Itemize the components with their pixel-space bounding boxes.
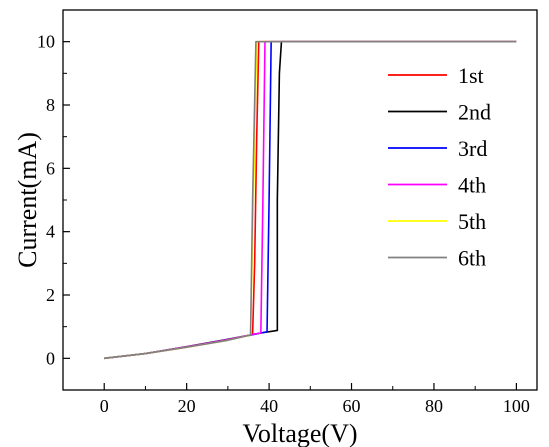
legend-label-6th: 6th (458, 246, 486, 271)
legend-label-3rd: 3rd (458, 136, 487, 161)
x-axis-title: Voltage(V) (242, 419, 357, 447)
series-line-6th (104, 40, 517, 360)
axis-ticks: 0 20 40 60 80 100 0 2 4 6 8 10 (37, 32, 530, 416)
x-tick-label-3: 60 (343, 396, 361, 416)
y-tick-label-3: 6 (46, 158, 55, 178)
legend-label-2nd: 2nd (458, 100, 491, 125)
legend: 1st 2nd 3rd 4th 5th 6th (388, 63, 491, 271)
plot-lines (104, 40, 517, 360)
legend-label-1st: 1st (458, 63, 484, 88)
x-tick-label-4: 80 (425, 396, 443, 416)
y-axis-title: Current(mA) (13, 132, 42, 268)
legend-label-4th: 4th (458, 173, 486, 198)
y-tick-label-0: 0 (46, 348, 55, 368)
y-tick-label-5: 10 (37, 32, 55, 52)
x-tick-label-0: 0 (100, 396, 109, 416)
x-tick-label-1: 20 (178, 396, 196, 416)
x-tick-label-5: 100 (503, 396, 530, 416)
y-tick-label-2: 4 (46, 222, 55, 242)
legend-label-5th: 5th (458, 209, 486, 234)
y-tick-label-4: 8 (46, 95, 55, 115)
y-tick-label-1: 2 (46, 285, 55, 305)
x-tick-label-2: 40 (260, 396, 278, 416)
